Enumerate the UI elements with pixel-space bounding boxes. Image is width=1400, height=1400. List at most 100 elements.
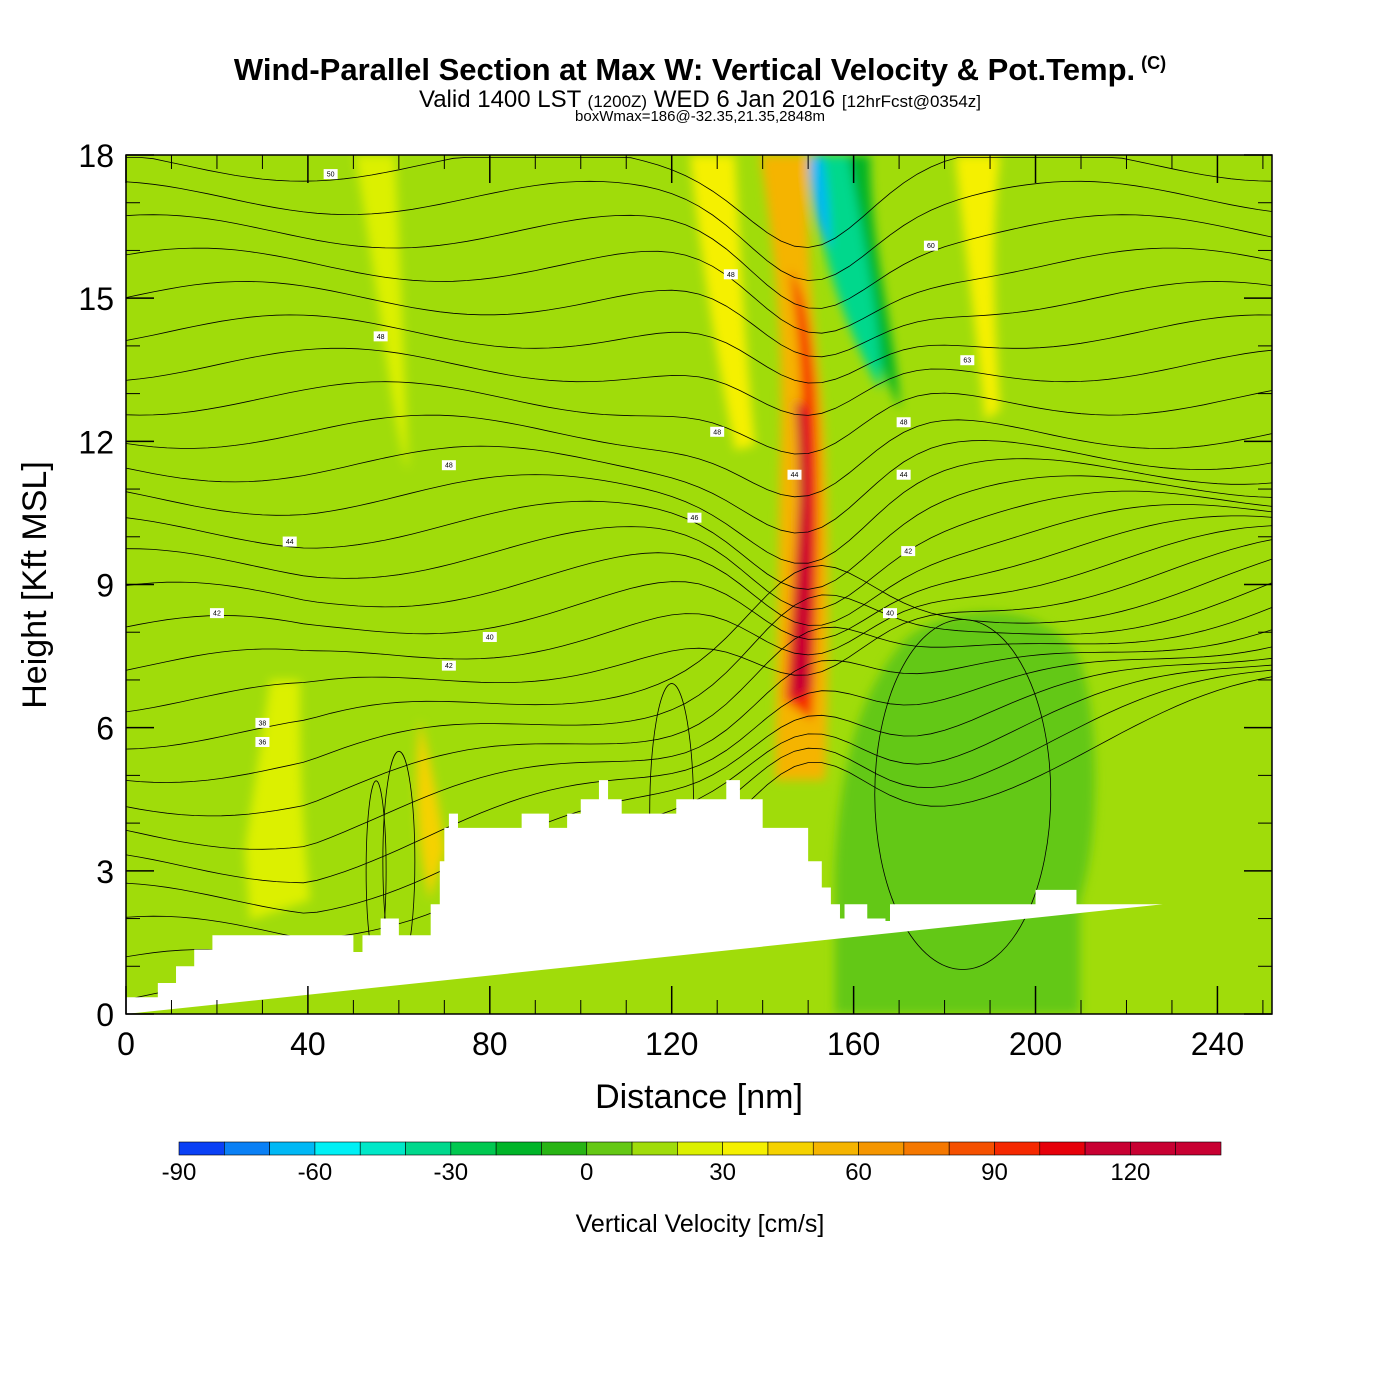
colorbar-swatch <box>1084 1141 1131 1156</box>
chart-subtitle: Valid 1400 LST (1200Z) WED 6 Jan 2016 [1… <box>418 86 982 113</box>
colorbar-swatch <box>767 1141 814 1156</box>
contour-label-box <box>723 269 738 280</box>
downdraft-cyan <box>812 155 881 390</box>
x-tick-label: 0 <box>117 1026 135 1062</box>
x-tick-label: 80 <box>472 1026 508 1062</box>
contour-label-text: 42 <box>213 611 221 618</box>
contour-label-box <box>441 660 456 671</box>
contour-label-box <box>687 512 702 523</box>
isentrope-line <box>126 247 1272 334</box>
y-tick-label: 12 <box>78 424 114 460</box>
y-tick-label: 0 <box>96 997 114 1033</box>
colorbar-swatch <box>314 1141 361 1156</box>
colorbar-tick-label: 90 <box>981 1159 1008 1186</box>
contour-label-box <box>710 426 725 437</box>
contour-label: 36 <box>255 736 270 747</box>
contour-label-text: 48 <box>377 334 385 341</box>
colorbar-title: Vertical Velocity [cm/s] <box>576 1210 825 1238</box>
colorbar-swatch <box>948 1141 995 1156</box>
isentrope-line <box>126 458 1272 564</box>
contour-label-text: 63 <box>963 358 971 365</box>
isentrope-line <box>126 515 1272 640</box>
isentrope-line <box>126 539 1272 713</box>
contour-label-box <box>923 240 938 251</box>
colorbar-tick-label: 60 <box>845 1159 872 1186</box>
contour-label: 42 <box>901 546 916 557</box>
contour-label: 60 <box>923 240 938 251</box>
contour-label-box <box>323 169 338 180</box>
colorbar-swatch <box>994 1141 1041 1156</box>
isentrope-line <box>126 281 1272 358</box>
contour-label-text: 42 <box>904 549 912 556</box>
downdraft-core <box>808 155 830 250</box>
x-tick-label: 200 <box>1009 1026 1062 1062</box>
yellow-patch-low <box>416 720 445 900</box>
contour-label-text: 50 <box>327 172 335 179</box>
x-tick-label: 40 <box>290 1026 326 1062</box>
isentrope-line <box>126 582 1272 783</box>
isentrope-line <box>126 347 1272 416</box>
x-tick-label: 240 <box>1191 1026 1244 1062</box>
contour-label: 38 <box>255 717 270 728</box>
isentrope-line <box>126 629 1272 850</box>
contour-label-box <box>255 736 270 747</box>
contour-label-box <box>960 355 975 366</box>
contour-label-text: 40 <box>886 611 894 618</box>
contour-label: 63 <box>960 355 975 366</box>
contour-labels: 50 60 48 48 63 48 48 48 44 44 46 44 42 42 40 40 42 38 36 <box>209 169 975 747</box>
contour-label-box <box>482 631 497 642</box>
isentrope-line <box>126 490 1272 611</box>
contour-label-box <box>209 608 224 619</box>
isentrope-line <box>126 381 1272 455</box>
colorbar-swatch <box>858 1141 905 1156</box>
colorbar-swatch <box>1039 1141 1086 1156</box>
contour-label-text: 48 <box>727 272 735 279</box>
contour-label: 48 <box>373 331 388 342</box>
y-axis-ticks <box>126 154 1272 1015</box>
colorbar-swatch <box>903 1141 950 1156</box>
x-axis-title: Distance [nm] <box>595 1078 803 1116</box>
contour-label-text: 44 <box>286 539 294 546</box>
colorbar-swatch <box>224 1141 270 1156</box>
colorbar-swatch <box>359 1141 406 1156</box>
colorbar-swatch <box>1175 1141 1222 1156</box>
contour-label-text: 48 <box>900 420 908 427</box>
colorbar-swatch <box>405 1141 452 1156</box>
isentrope-line <box>126 180 1272 281</box>
x-axis-tick-labels: 0 40 80 120 160 200 240 <box>117 1026 1244 1062</box>
contour-label-box <box>441 460 456 471</box>
contour-label-box <box>255 717 270 728</box>
contour-label-text: 60 <box>927 243 935 250</box>
y-axis-title: Height [Kft MSL] <box>16 461 54 709</box>
colorbar-tick-label: -60 <box>298 1159 333 1186</box>
velocity-field: 50 60 48 48 63 48 48 48 44 44 46 44 42 42 40 40 42 38 36 <box>126 155 1272 1014</box>
contour-label: 44 <box>282 536 297 547</box>
contour-label-text: 44 <box>791 472 799 479</box>
isentrope-line <box>126 314 1272 384</box>
contour-label-box <box>373 331 388 342</box>
colorbar-tick-label: 30 <box>709 1159 736 1186</box>
y-tick-label: 3 <box>96 854 114 890</box>
x-tick-label: 160 <box>827 1026 880 1062</box>
colorbar-swatch <box>812 1141 859 1156</box>
y-tick-label: 15 <box>78 281 114 317</box>
potential-temperature-contours <box>126 157 1272 1001</box>
colorbar-swatch <box>1130 1141 1176 1156</box>
light-band-right <box>955 155 1000 420</box>
light-band-upper <box>355 155 408 470</box>
contour-label-box <box>901 546 916 557</box>
y-tick-label: 6 <box>96 711 114 747</box>
contour-label: 42 <box>209 608 224 619</box>
isentrope-line <box>126 440 1272 534</box>
contour-label-box <box>787 469 802 480</box>
colorbar-tick-label: 120 <box>1110 1159 1150 1186</box>
contour-label: 48 <box>710 426 725 437</box>
colorbar-tick-label: -90 <box>162 1159 197 1186</box>
copyright-mark: (C) <box>1141 52 1167 73</box>
contour-label-text: 38 <box>259 720 267 727</box>
colorbar-swatch <box>722 1141 769 1156</box>
isentrope-line <box>126 525 1272 671</box>
contour-label: 42 <box>441 660 456 671</box>
chart-title: Wind-Parallel Section at Max W: Vertical… <box>233 52 1167 87</box>
